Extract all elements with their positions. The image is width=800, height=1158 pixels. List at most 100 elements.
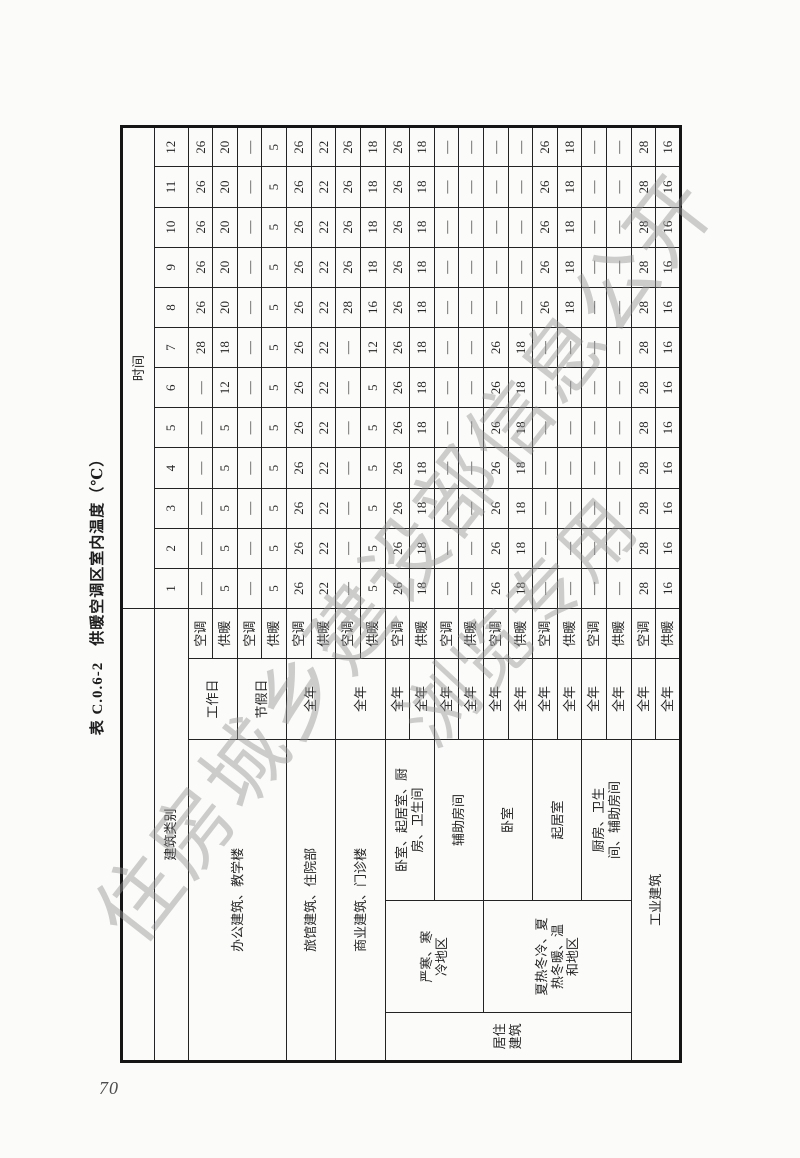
value-r1-h3: — <box>188 488 213 529</box>
value-r13-h4: 26 <box>483 447 509 489</box>
value-r6-h12: 22 <box>311 126 336 167</box>
value-r12-h9: — <box>458 247 484 288</box>
value-r19-h4: 28 <box>631 447 656 489</box>
value-r11-h2: — <box>434 528 459 569</box>
value-r11-h6: — <box>434 367 459 408</box>
value-r16-h5: — <box>557 407 582 448</box>
value-r9-h2: 26 <box>385 528 410 569</box>
value-r20-h8: 16 <box>655 287 681 328</box>
region-severe-cold: 严寒、寒 冷地区 <box>385 900 484 1013</box>
value-r18-h11: — <box>606 166 632 208</box>
value-r1-h7: 28 <box>188 327 213 368</box>
value-r5-h7: 26 <box>286 327 312 368</box>
period-allyear: 全年 <box>434 658 459 740</box>
period-allyear: 全年 <box>385 658 410 740</box>
value-r19-h5: 28 <box>631 407 656 448</box>
value-r10-h1: 18 <box>409 568 435 609</box>
value-r2-h12: 20 <box>212 126 238 167</box>
value-r9-h4: 26 <box>385 447 410 489</box>
value-r2-h7: 18 <box>212 327 238 368</box>
hour-header-9: 9 <box>154 247 189 288</box>
value-r7-h5: — <box>335 407 361 448</box>
value-r4-h11: 5 <box>261 166 287 208</box>
value-r8-h3: 5 <box>360 488 386 529</box>
value-r20-h11: 16 <box>655 166 681 208</box>
value-r7-h9: 26 <box>335 247 361 288</box>
value-r9-h6: 26 <box>385 367 410 408</box>
value-r4-h12: 5 <box>261 126 287 167</box>
value-r17-h9: — <box>581 247 607 288</box>
value-r18-h12: — <box>606 126 632 167</box>
value-r9-h11: 26 <box>385 166 410 208</box>
mode-cooling: 空调 <box>286 608 312 659</box>
value-r17-h6: — <box>581 367 607 408</box>
value-r10-h10: 18 <box>409 207 435 248</box>
value-r13-h3: 26 <box>483 488 509 529</box>
region-hot-summer-mild: 夏热冬冷、夏 热冬暖、温 和地区 <box>483 900 632 1013</box>
value-r20-h6: 16 <box>655 367 681 408</box>
value-r11-h7: — <box>434 327 459 368</box>
value-r11-h4: — <box>434 447 459 489</box>
value-r12-h11: — <box>458 166 484 208</box>
value-r5-h8: 26 <box>286 287 312 328</box>
period-workday: 工作日 <box>188 658 238 740</box>
value-r10-h5: 18 <box>409 407 435 448</box>
value-r19-h7: 28 <box>631 327 656 368</box>
mode-heating: 供暖 <box>606 608 632 659</box>
table-row-13: 夏热冬冷、夏 热冬暖、温 和地区 卧室 全年 空调 26 26 26 26 26 26 26— — — —… <box>483 126 632 1062</box>
value-r16-h10: 18 <box>557 207 582 248</box>
hour-header-5: 5 <box>154 407 189 448</box>
value-r15-h6: — <box>532 367 558 408</box>
mode-cooling: 空调 <box>631 608 656 659</box>
mode-heating: 供暖 <box>261 608 287 659</box>
value-r13-h9: — <box>483 247 509 288</box>
value-r15-h2: — <box>532 528 558 569</box>
value-r5-h3: 26 <box>286 488 312 529</box>
value-r10-h11: 18 <box>409 166 435 208</box>
value-r17-h4: — <box>581 447 607 489</box>
value-r8-h9: 18 <box>360 247 386 288</box>
value-r11-h9: — <box>434 247 459 288</box>
value-r18-h10: — <box>606 207 632 248</box>
value-r18-h3: — <box>606 488 632 529</box>
value-r17-h2: — <box>581 528 607 569</box>
value-r7-h4: — <box>335 447 361 489</box>
value-r7-h1: — <box>335 568 361 609</box>
value-r12-h3: — <box>458 488 484 529</box>
value-r19-h3: 28 <box>631 488 656 529</box>
value-r3-h7: — <box>237 327 262 368</box>
value-r16-h9: 18 <box>557 247 582 288</box>
value-r5-h9: 26 <box>286 247 312 288</box>
value-r17-h1: — <box>581 568 607 609</box>
value-r3-h9: — <box>237 247 262 288</box>
value-r9-h10: 26 <box>385 207 410 248</box>
period-allyear: 全年 <box>655 658 681 740</box>
period-allyear: 全年 <box>508 658 533 740</box>
value-r1-h6: — <box>188 367 213 408</box>
value-r3-h6: — <box>237 367 262 408</box>
value-r12-h10: — <box>458 207 484 248</box>
value-r15-h12: 26 <box>532 126 558 167</box>
value-r10-h4: 18 <box>409 447 435 489</box>
value-r8-h11: 18 <box>360 166 386 208</box>
value-r6-h4: 22 <box>311 447 336 489</box>
mode-heating: 供暖 <box>458 608 484 659</box>
value-r17-h7: — <box>581 327 607 368</box>
value-r20-h12: 16 <box>655 126 681 167</box>
period-allyear: 全年 <box>483 658 509 740</box>
mode-heating: 供暖 <box>508 608 533 659</box>
value-r8-h4: 5 <box>360 447 386 489</box>
mode-cooling: 空调 <box>532 608 558 659</box>
value-r6-h9: 22 <box>311 247 336 288</box>
room-kitchen-bath-aux: 厨房、卫生 间、辅助房间 <box>581 739 632 901</box>
value-r3-h3: — <box>237 488 262 529</box>
value-r14-h8: — <box>508 287 533 328</box>
value-r11-h12: — <box>434 126 459 167</box>
value-r20-h7: 16 <box>655 327 681 368</box>
value-r2-h4: 5 <box>212 447 238 489</box>
value-r7-h10: 26 <box>335 207 361 248</box>
value-r16-h1: — <box>557 568 582 609</box>
mode-heating: 供暖 <box>655 608 681 659</box>
value-r6-h11: 22 <box>311 166 336 208</box>
